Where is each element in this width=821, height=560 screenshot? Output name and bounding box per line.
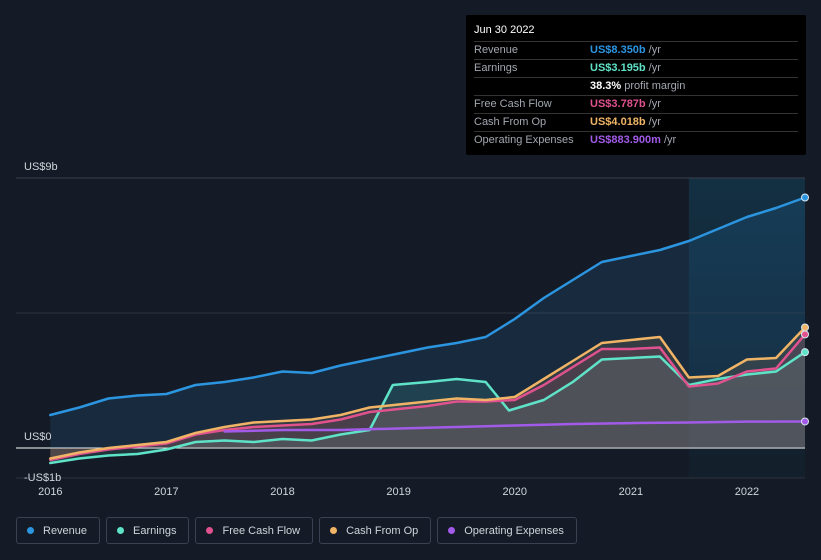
endpoint-revenue [801, 193, 809, 202]
endpoint-cash-from-op [801, 323, 809, 332]
tooltip-label: Cash From Op [474, 116, 547, 128]
legend-dot-icon [448, 527, 456, 534]
tooltip-value: US$3.195b [590, 62, 646, 74]
tooltip-row-operating-expenses: Operating Expenses US$883.900m /yr [474, 132, 798, 149]
grid-lines [16, 177, 805, 479]
legend-label: Earnings [133, 524, 177, 537]
line-revenue [49, 196, 807, 417]
x-tick-label: 2018 [270, 486, 294, 498]
chart-legend: Revenue Earnings Free Cash Flow Cash Fro… [16, 517, 577, 544]
tooltip-unit: /yr [648, 62, 661, 74]
series-endpoints [801, 193, 809, 426]
legend-dot-icon [117, 527, 125, 534]
y-tick-label: US$9b [24, 161, 58, 173]
tooltip-label: Operating Expenses [474, 134, 574, 146]
x-tick-label: 2016 [38, 486, 62, 498]
line-free-cash-flow [49, 333, 807, 462]
tooltip-label [474, 78, 590, 95]
tooltip-unit: /yr [663, 134, 677, 146]
tooltip-row-free-cash-flow: Free Cash Flow US$3.787b /yr [474, 96, 798, 114]
tooltip-unit: /yr [648, 44, 661, 56]
tooltip-unit: /yr [648, 116, 661, 128]
line-operating-expenses [223, 420, 807, 433]
x-axis-labels: 2016 2017 2018 2019 2020 2021 2022 [38, 486, 759, 498]
tooltip-row-cash-from-op: Cash From Op US$4.018b /yr [474, 114, 798, 132]
x-tick-label: 2020 [502, 486, 526, 498]
legend-item-earnings[interactable]: Earnings [106, 517, 190, 544]
tooltip-value: US$883.900m [590, 134, 661, 146]
area-earnings [50, 352, 806, 463]
tooltip-row-profit-margin: 38.3% profit margin [474, 78, 798, 96]
tooltip-unit: profit margin [624, 80, 686, 92]
legend-dot-icon [27, 527, 34, 534]
tooltip-date: Jun 30 2022 [474, 23, 798, 42]
legend-label: Operating Expenses [464, 524, 564, 537]
x-tick-label: 2021 [619, 486, 643, 498]
endpoint-earnings [801, 348, 809, 357]
tooltip-row-revenue: Revenue US$8.350b /yr [474, 42, 798, 60]
tooltip-value: US$3.787b [590, 98, 646, 110]
legend-item-free-cash-flow[interactable]: Free Cash Flow [195, 517, 314, 544]
y-tick-label: -US$1b [24, 472, 61, 484]
legend-dot-icon [206, 527, 214, 534]
tooltip-label: Revenue [474, 44, 519, 56]
legend-dot-icon [330, 527, 338, 534]
legend-item-cash-from-op[interactable]: Cash From Op [319, 517, 432, 544]
y-tick-label: US$0 [24, 431, 52, 443]
legend-label: Cash From Op [346, 524, 419, 537]
chart: US$9b US$0 -US$1b 2016 2017 2018 2019 2020 2021… [16, 161, 809, 498]
x-tick-label: 2019 [386, 486, 410, 498]
endpoint-free-cash-flow [801, 330, 809, 339]
data-tooltip: Jun 30 2022 Revenue US$8.350b /yr Earnin… [466, 15, 806, 155]
legend-label: Free Cash Flow [222, 524, 301, 537]
series-lines [49, 196, 807, 465]
legend-item-operating-expenses[interactable]: Operating Expenses [437, 517, 577, 544]
legend-label: Revenue [43, 524, 88, 537]
x-tick-label: 2017 [154, 486, 178, 498]
y-axis-labels: US$9b US$0 -US$1b [24, 161, 61, 484]
tooltip-unit: /yr [648, 98, 661, 110]
tooltip-value: 38.3% [590, 80, 622, 92]
tooltip-row-earnings: Earnings US$3.195b /yr [474, 60, 798, 78]
tooltip-label: Free Cash Flow [474, 98, 552, 110]
line-cash-from-op [49, 326, 807, 460]
x-tick-label: 2022 [735, 486, 759, 498]
forecast-region [688, 178, 805, 478]
tooltip-label: Earnings [474, 62, 518, 74]
legend-item-revenue[interactable]: Revenue [16, 517, 101, 544]
endpoint-operating-expenses [801, 417, 809, 426]
tooltip-value: US$4.018b [590, 116, 646, 128]
tooltip-value: US$8.350b [590, 44, 646, 56]
